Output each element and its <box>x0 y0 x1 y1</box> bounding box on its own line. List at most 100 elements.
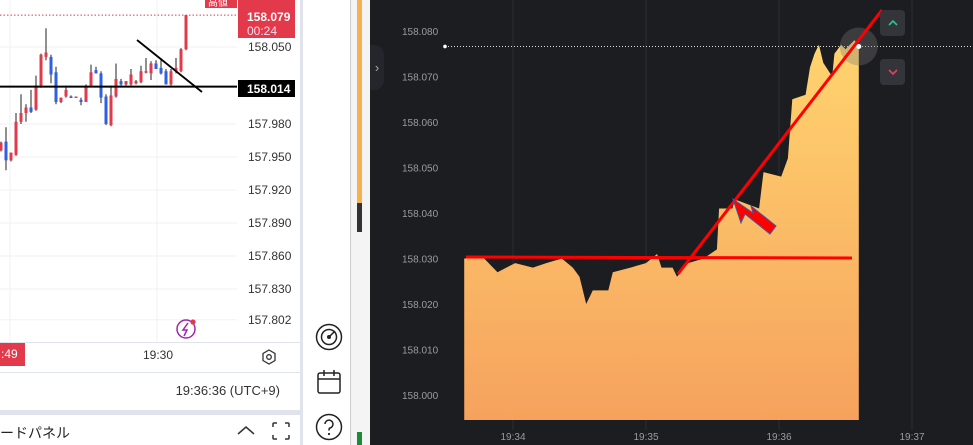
price-up-button[interactable] <box>880 10 905 36</box>
candle <box>64 89 68 97</box>
chevron-down-icon <box>887 69 898 76</box>
y-tick: 158.020 <box>402 300 439 311</box>
time-tick: 19:30 <box>143 348 174 362</box>
candle <box>119 81 123 85</box>
price-tick: 157.920 <box>248 183 292 197</box>
candle <box>29 107 33 112</box>
candle <box>24 107 28 113</box>
help-icon[interactable] <box>315 413 343 441</box>
current-price-dot <box>856 43 862 49</box>
current-price-box <box>238 0 295 38</box>
candle <box>109 95 113 126</box>
annotation-trend-line <box>676 9 884 275</box>
y-tick: 158.000 <box>402 391 439 402</box>
price-tick: 157.860 <box>248 249 292 263</box>
candle <box>174 67 178 72</box>
price-tick: 157.890 <box>248 216 292 230</box>
strip-green <box>357 432 362 445</box>
line-price-label: 158.014 <box>247 82 291 96</box>
notification-dot <box>190 319 196 325</box>
countdown: 00:24 <box>247 24 277 38</box>
divider <box>0 410 300 415</box>
calendar-icon[interactable] <box>315 368 343 396</box>
candle <box>44 52 48 57</box>
current-price: 158.079 <box>247 10 291 24</box>
candle <box>19 113 23 122</box>
strip-dark <box>357 203 362 232</box>
candle <box>159 67 163 74</box>
maximize-icon[interactable] <box>272 422 290 440</box>
candle <box>179 49 183 72</box>
candle <box>9 152 13 161</box>
candle <box>84 85 88 102</box>
candle <box>129 74 133 85</box>
bottom-panel-header[interactable]: ードパネル <box>0 415 300 445</box>
chevron-up-icon <box>887 19 898 26</box>
candle <box>94 70 98 74</box>
price-tick: 157.980 <box>248 117 292 131</box>
expand-panel-button[interactable]: › <box>370 45 384 90</box>
strip-orange <box>357 0 362 203</box>
annotation-arrow <box>732 197 777 235</box>
candle <box>0 142 3 151</box>
candle <box>79 99 83 102</box>
y-tick: 158.030 <box>402 255 439 266</box>
y-tick: 158.070 <box>402 73 439 84</box>
y-tick: 158.050 <box>402 164 439 175</box>
chevron-right-icon: › <box>374 60 380 75</box>
candlestick-chart-panel[interactable]: 158.050 157.980 157.950 157.920 157.890 157.8… <box>0 0 300 445</box>
candle <box>59 97 63 102</box>
candle <box>74 96 78 98</box>
candle <box>139 71 143 83</box>
price-tick: 158.050 <box>248 40 292 54</box>
y-tick: 158.040 <box>402 209 439 220</box>
clock-row: 19:36:36 (UTC+9) <box>0 372 300 410</box>
x-tick: 19:37 <box>899 432 924 443</box>
y-tick: 158.080 <box>402 27 439 38</box>
candle <box>104 96 108 124</box>
candle <box>154 63 158 69</box>
high-label: 高値 <box>208 0 228 9</box>
candle <box>4 141 8 161</box>
price-tick: 157.950 <box>248 150 292 164</box>
price-label-box <box>238 80 295 97</box>
candle <box>144 71 148 73</box>
lightning-bolt <box>181 322 189 337</box>
candle <box>149 63 153 74</box>
sidebar-strip <box>350 0 370 445</box>
candle <box>34 85 38 110</box>
candle <box>69 96 73 98</box>
y-tick: 158.060 <box>402 118 439 129</box>
candle <box>124 81 128 85</box>
area-chart-panel[interactable]: 19:34 19:35 19:36 19:37 158.080 158.070 158.06… <box>370 0 973 445</box>
candle <box>39 54 43 86</box>
candle <box>114 78 118 97</box>
price-down-button[interactable] <box>880 59 905 85</box>
candle <box>99 73 103 98</box>
candlestick-chart[interactable]: 158.050 157.980 157.950 157.920 157.890 157.8… <box>0 0 300 342</box>
target-icon[interactable] <box>315 323 343 351</box>
candle <box>134 81 138 84</box>
price-line-start <box>443 44 447 49</box>
x-tick: 19:36 <box>766 432 791 443</box>
candle <box>49 56 53 75</box>
trend-line <box>136 39 203 93</box>
settings-hexagon-icon[interactable] <box>260 348 278 366</box>
chevron-up-icon[interactable] <box>236 423 256 437</box>
right-toolbar <box>300 0 350 445</box>
candle <box>89 72 93 86</box>
candle <box>164 71 168 85</box>
price-tick: 157.802 <box>248 313 292 327</box>
x-tick: 19:35 <box>633 432 658 443</box>
area-chart[interactable]: 19:34 19:35 19:36 19:37 158.080 158.070 158.06… <box>370 0 973 445</box>
time-badge: :49 <box>0 343 25 366</box>
y-tick: 158.010 <box>402 346 439 357</box>
x-tick: 19:34 <box>500 432 525 443</box>
candle <box>169 71 173 85</box>
candle <box>184 15 188 50</box>
price-tick: 157.830 <box>248 282 292 296</box>
lightning-icon[interactable] <box>176 319 196 339</box>
high-label-box <box>205 0 237 8</box>
price-area <box>464 40 859 420</box>
time-axis: :49 19:30 <box>0 342 300 370</box>
